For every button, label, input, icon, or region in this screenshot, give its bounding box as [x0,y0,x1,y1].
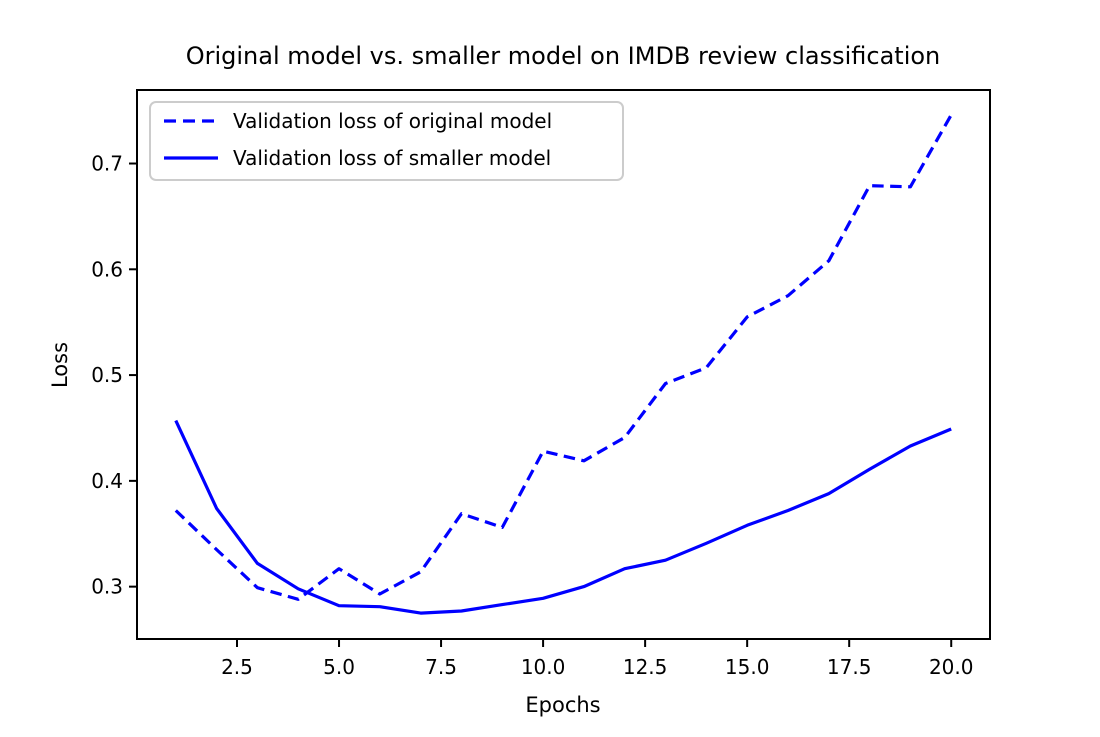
x-tick-label: 10.0 [521,655,566,679]
y-tick-label: 0.7 [91,152,123,176]
x-tick-label: 20.0 [929,655,974,679]
plot-frame [136,89,991,640]
y-tick-label: 0.4 [91,469,123,493]
legend-label-smaller: Validation loss of smaller model [233,146,551,170]
legend-label-original: Validation loss of original model [233,109,552,133]
legend: Validation loss of original model Valida… [149,101,624,181]
x-tick-label: 7.5 [425,655,457,679]
y-tick-label: 0.6 [91,257,123,281]
y-tick-label: 0.5 [91,363,123,387]
x-tick-label: 5.0 [323,655,355,679]
x-tick-label: 2.5 [221,655,253,679]
original-model-line [174,114,953,601]
legend-box [149,101,624,181]
x-tick-label: 12.5 [623,655,668,679]
chart-title: Original model vs. smaller model on IMDB… [186,42,941,70]
y-tick-label: 0.3 [91,575,123,599]
y-axis-label: Loss [48,342,72,388]
x-axis-ticks: 2.5 5.0 7.5 10.0 12.5 15.0 17.5 20.0 [221,639,973,679]
x-tick-label: 15.0 [725,655,770,679]
smaller-model-line [174,419,952,615]
x-tick-label: 17.5 [827,655,872,679]
y-axis-ticks: 0.3 0.4 0.5 0.6 0.7 [91,152,137,599]
x-axis-label: Epochs [525,693,600,717]
data-series [174,114,953,615]
